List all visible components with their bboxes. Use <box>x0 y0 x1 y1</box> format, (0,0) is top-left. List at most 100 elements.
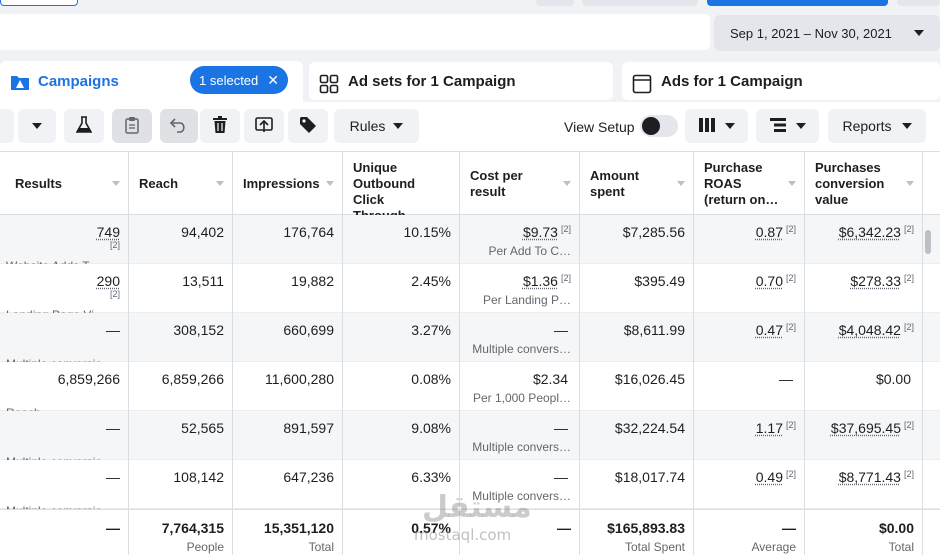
cell-value: $18,017.74 <box>614 469 685 485</box>
columns-dropdown[interactable] <box>685 109 748 143</box>
total-reach: 7,764,315 People <box>129 510 233 555</box>
rules-dropdown[interactable]: Rules <box>334 109 419 143</box>
cell-cpr: — Multiple convers… <box>460 460 580 509</box>
cell-reach: 6,859,266 <box>129 362 233 411</box>
cell-results: 290[2]Landing Page Vi… <box>0 264 129 313</box>
cell-value: 2.45% <box>411 273 451 289</box>
top-button-small[interactable] <box>536 0 574 6</box>
delete-button[interactable] <box>200 109 240 143</box>
close-icon[interactable]: ✕ <box>267 72 279 88</box>
footnote-marker: [2] <box>109 289 120 299</box>
cell-value: $8,611.99 <box>623 322 685 338</box>
column-header-purchases-conversion-value[interactable]: Purchases conversion value <box>805 152 923 215</box>
table-row[interactable]: —Multiple conversio… 308,152 660,699 3.27% —… <box>0 313 940 362</box>
column-header-impressions[interactable]: Impressions <box>233 152 343 215</box>
breakdown-dropdown[interactable] <box>756 109 819 143</box>
cell-value: 749 <box>96 224 120 240</box>
duplicate-dropdown-button[interactable] <box>18 109 56 143</box>
ab-test-button[interactable] <box>64 109 104 143</box>
cell-reach: 108,142 <box>129 460 233 509</box>
cell-value: $37,695.45 <box>830 420 901 436</box>
cell-value: 891,597 <box>283 420 334 436</box>
column-header-cost-per-result[interactable]: Cost per result <box>460 152 580 215</box>
tab-adsets[interactable]: Ad sets for 1 Campaign <box>309 62 613 100</box>
cell-value: — <box>779 371 793 387</box>
cell-value: 11,600,280 <box>264 371 334 387</box>
tab-ads-label: Ads for 1 Campaign <box>661 72 803 90</box>
column-header-results[interactable]: Results <box>0 152 129 215</box>
undo-icon <box>169 117 188 136</box>
export-button[interactable] <box>244 109 284 143</box>
view-setup-label: View Setup <box>564 119 635 135</box>
reports-dropdown[interactable]: Reports <box>828 109 926 143</box>
cell-value: — <box>554 469 568 485</box>
edit-button[interactable] <box>112 109 152 143</box>
view-setup-toggle[interactable] <box>640 115 678 137</box>
cell-cpr: $2.34 Per 1,000 Peopl… <box>460 362 580 411</box>
cell-value: $32,224.54 <box>614 420 685 436</box>
tag-button[interactable] <box>288 109 328 143</box>
cell-pcv: $4,048.42 [2] <box>805 313 923 362</box>
toolbar: Rules View Setup Reports <box>0 102 940 152</box>
table-row[interactable]: 290[2]Landing Page Vi… 13,511 19,882 2.45% $… <box>0 264 940 313</box>
tab-ads[interactable]: Ads for 1 Campaign <box>622 62 940 100</box>
table-row[interactable]: 749[2]Website Adds T… 94,402 176,764 10.15%… <box>0 215 940 264</box>
table-row[interactable]: 6,859,266Reach6,859,26611,600,2800.08%$2… <box>0 362 940 411</box>
cell-value: — <box>554 420 568 436</box>
cell-roas: 0.49 [2] <box>694 460 805 509</box>
column-header-purchase-roas[interactable]: Purchase ROAS (return on… <box>694 152 805 215</box>
top-search-box-edge[interactable] <box>0 0 78 6</box>
vertical-scrollbar[interactable] <box>925 230 931 254</box>
column-header-unique-outbound[interactable]: Unique Outbound Click Through <box>343 152 460 223</box>
cell-value: — <box>106 420 120 436</box>
top-button-secondary[interactable] <box>582 0 698 6</box>
undo-button[interactable] <box>160 109 198 143</box>
table-row[interactable]: —Multiple conversio… 108,142 647,236 6.33% —… <box>0 460 940 509</box>
export-icon <box>255 116 273 136</box>
date-range-picker[interactable]: Sep 1, 2021 – Nov 30, 2021 <box>714 15 940 51</box>
chevron-down-icon <box>914 30 924 36</box>
cell-value: — <box>106 469 120 485</box>
total-roas: — Average <box>694 510 805 555</box>
cell-value: 13,511 <box>182 273 224 289</box>
cell-value: — <box>106 322 120 338</box>
cell-value: $8,771.43 <box>838 469 901 485</box>
cell-value: 108,142 <box>173 469 224 485</box>
cell-value: 10.15% <box>403 224 451 240</box>
table-row[interactable]: —Multiple conversio… 52,565 891,597 9.08% — M… <box>0 411 940 460</box>
footnote-marker: [2] <box>903 322 914 332</box>
cell-value: 647,236 <box>283 469 334 485</box>
search-filter-input[interactable] <box>0 14 710 50</box>
cell-value: 1.17 <box>755 420 783 436</box>
tab-campaigns[interactable]: Campaigns 1 selected ✕ <box>0 61 303 102</box>
column-header-amount-spent[interactable]: Amount spent <box>580 152 694 215</box>
level-tabs: Campaigns 1 selected ✕ Ad sets for 1 Cam… <box>0 55 940 102</box>
cell-impressions: 176,764 <box>233 215 343 264</box>
trash-icon <box>212 115 228 137</box>
cell-unique: 0.08% <box>343 362 460 411</box>
column-header-reach[interactable]: Reach <box>129 152 233 215</box>
cell-cpr: — Multiple convers… <box>460 411 580 460</box>
cell-impressions: 11,600,280 <box>233 362 343 411</box>
top-button-more[interactable] <box>897 0 940 6</box>
reports-label: Reports <box>842 118 892 134</box>
footnote-marker: [2] <box>785 224 796 234</box>
cell-value: 308,152 <box>173 322 224 338</box>
chevron-down-icon <box>724 123 735 129</box>
cell-roas: 0.47 [2] <box>694 313 805 362</box>
footnote-marker: [2] <box>109 240 120 250</box>
footnote-marker: [2] <box>785 322 796 332</box>
cell-cpr: $9.73 [2] Per Add To C… <box>460 215 580 264</box>
cell-reach: 94,402 <box>129 215 233 264</box>
total-results: — <box>0 510 129 555</box>
rules-label: Rules <box>349 118 386 134</box>
total-pcv: $0.00 Total <box>805 510 923 555</box>
cell-value: $7,285.56 <box>622 224 685 240</box>
top-button-primary[interactable] <box>707 0 888 6</box>
cell-spent: $7,285.56 <box>580 215 694 264</box>
create-button-edge[interactable] <box>0 109 14 143</box>
selected-count-label: 1 selected <box>199 72 259 88</box>
selected-count-pill[interactable]: 1 selected ✕ <box>190 66 288 94</box>
cell-reach: 52,565 <box>129 411 233 460</box>
cell-value: $4,048.42 <box>838 322 901 338</box>
